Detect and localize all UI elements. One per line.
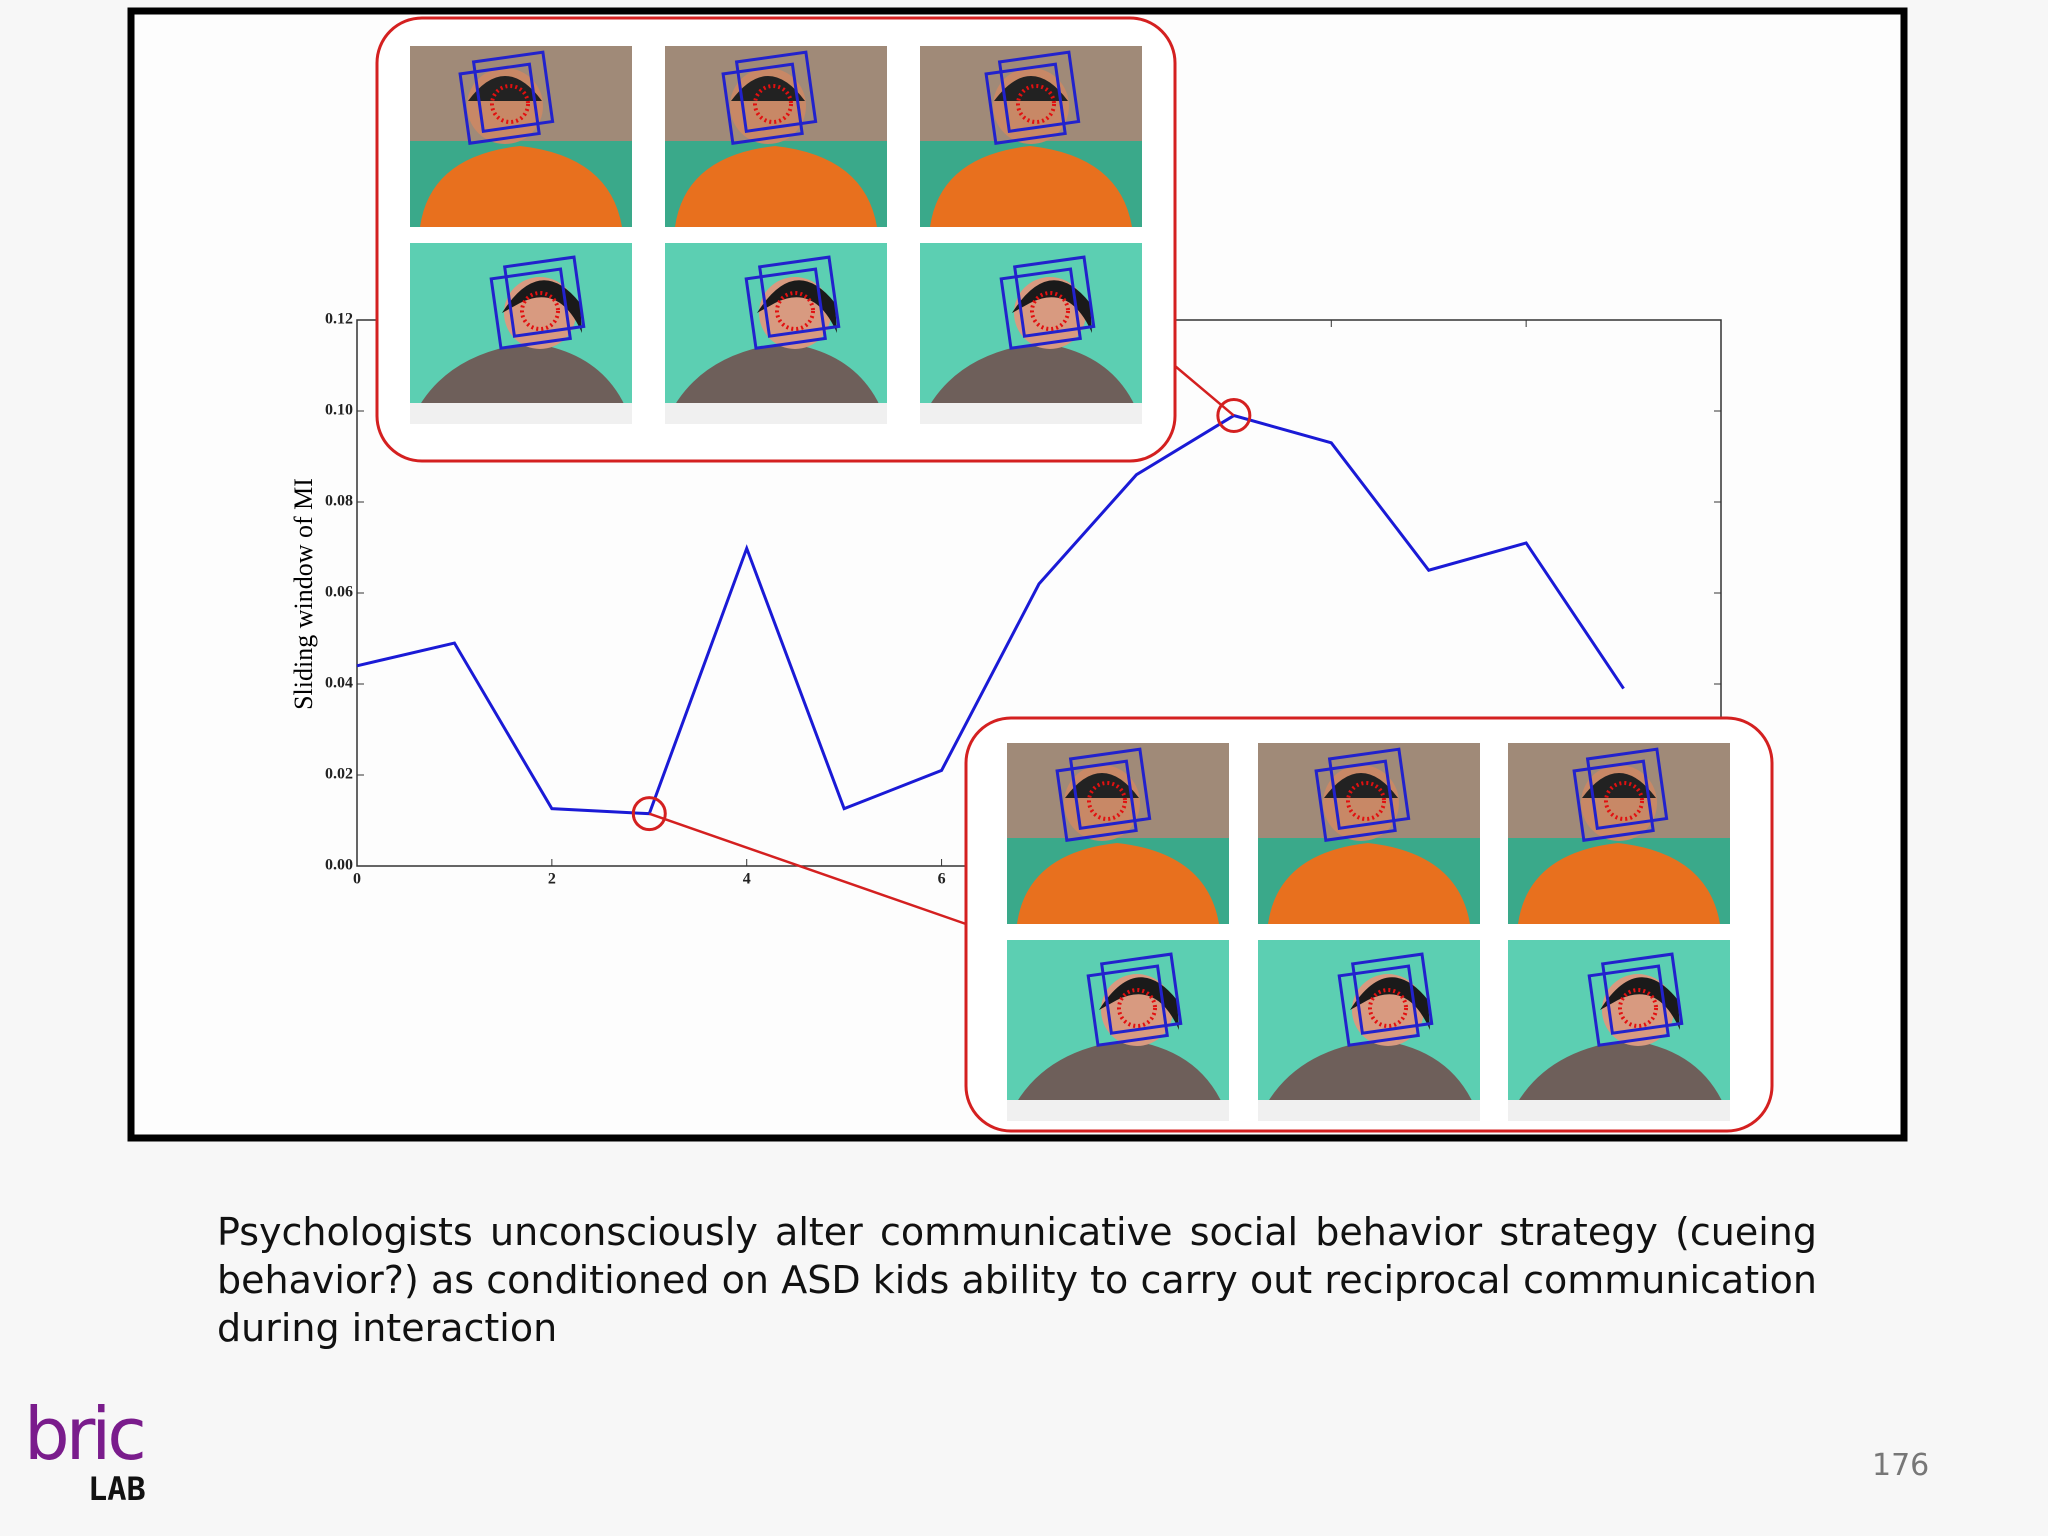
landmarks bbox=[520, 291, 560, 331]
shirt bbox=[675, 146, 877, 227]
shirt bbox=[1518, 843, 1720, 924]
photo bbox=[410, 46, 632, 227]
head-box bbox=[1068, 747, 1152, 830]
head-box bbox=[1314, 759, 1397, 842]
photo bbox=[1007, 940, 1229, 1121]
y-tick-label: 0.02 bbox=[325, 766, 353, 783]
photo bbox=[1508, 743, 1730, 924]
head-box bbox=[999, 267, 1082, 350]
photo bbox=[665, 243, 887, 424]
head-box bbox=[984, 62, 1067, 145]
head-box bbox=[489, 267, 572, 350]
landmarks bbox=[1604, 781, 1644, 821]
desk bbox=[920, 403, 1142, 424]
y-tick-label: 0.10 bbox=[325, 402, 353, 419]
photo bbox=[920, 243, 1142, 424]
landmarks bbox=[1030, 291, 1070, 331]
desk bbox=[1508, 1100, 1730, 1121]
head-box bbox=[1585, 747, 1669, 830]
landmarks bbox=[1368, 988, 1408, 1028]
photo bbox=[1508, 940, 1730, 1121]
landmarks bbox=[775, 291, 815, 331]
shirt bbox=[1017, 843, 1219, 924]
highlight-circle bbox=[1216, 398, 1252, 434]
hair bbox=[1350, 977, 1430, 1030]
head-box bbox=[721, 62, 804, 145]
y-axis-label: Sliding window of MI bbox=[289, 478, 318, 710]
hair bbox=[502, 280, 582, 333]
head-box bbox=[1337, 964, 1420, 1047]
data-line bbox=[356, 413, 1625, 816]
y-tick-label: 0.04 bbox=[325, 675, 353, 692]
page-number: 176 bbox=[1872, 1448, 1930, 1483]
y-tick-label: 0.06 bbox=[325, 584, 353, 601]
desk bbox=[410, 403, 632, 424]
landmarks bbox=[1016, 84, 1056, 124]
head-box bbox=[1600, 952, 1684, 1035]
head-box bbox=[471, 50, 555, 133]
desk bbox=[1258, 1100, 1480, 1121]
x-tick-label: 6 bbox=[938, 871, 946, 888]
head-box bbox=[1012, 255, 1096, 338]
landmarks bbox=[1087, 781, 1127, 821]
head-box bbox=[757, 255, 841, 338]
landmarks bbox=[1346, 781, 1386, 821]
photo bbox=[1007, 743, 1229, 924]
connector bbox=[1174, 365, 1235, 417]
head-box bbox=[1350, 952, 1434, 1035]
head-box bbox=[1572, 759, 1655, 842]
hair bbox=[1600, 977, 1680, 1030]
head-box bbox=[744, 267, 827, 350]
x-tick-label: 2 bbox=[548, 871, 556, 888]
landmarks bbox=[1117, 988, 1157, 1028]
landmarks bbox=[1618, 988, 1658, 1028]
landmarks bbox=[490, 84, 530, 124]
photo bbox=[1258, 743, 1480, 924]
connector bbox=[648, 812, 967, 926]
photo bbox=[410, 243, 632, 424]
photo bbox=[1258, 940, 1480, 1121]
desk bbox=[1007, 1100, 1229, 1121]
photo bbox=[920, 46, 1142, 227]
hair bbox=[1012, 280, 1092, 333]
x-tick-label: 4 bbox=[743, 871, 751, 888]
logo: bric bbox=[24, 1392, 147, 1476]
head-box bbox=[1055, 759, 1138, 842]
head-box bbox=[502, 255, 586, 338]
hair bbox=[1099, 977, 1179, 1030]
head-box bbox=[1086, 964, 1169, 1047]
highlight-circle bbox=[631, 796, 667, 832]
y-tick-label: 0.00 bbox=[325, 857, 353, 874]
head-box bbox=[1587, 964, 1670, 1047]
head-box bbox=[1099, 952, 1183, 1035]
logo: LAB bbox=[88, 1470, 146, 1508]
y-tick-label: 0.12 bbox=[325, 311, 353, 328]
head-box bbox=[734, 50, 818, 133]
head-box bbox=[1327, 747, 1411, 830]
shirt bbox=[1268, 843, 1470, 924]
shirt bbox=[930, 146, 1132, 227]
landmarks bbox=[753, 84, 793, 124]
shirt bbox=[420, 146, 622, 227]
hair bbox=[757, 280, 837, 333]
desk bbox=[665, 403, 887, 424]
head-box bbox=[997, 50, 1081, 133]
head-box bbox=[458, 62, 541, 145]
photo bbox=[665, 46, 887, 227]
x-tick-label: 0 bbox=[353, 871, 361, 888]
caption: Psychologists unconsciously alter commun… bbox=[217, 1210, 1817, 1350]
y-tick-label: 0.08 bbox=[325, 493, 353, 510]
